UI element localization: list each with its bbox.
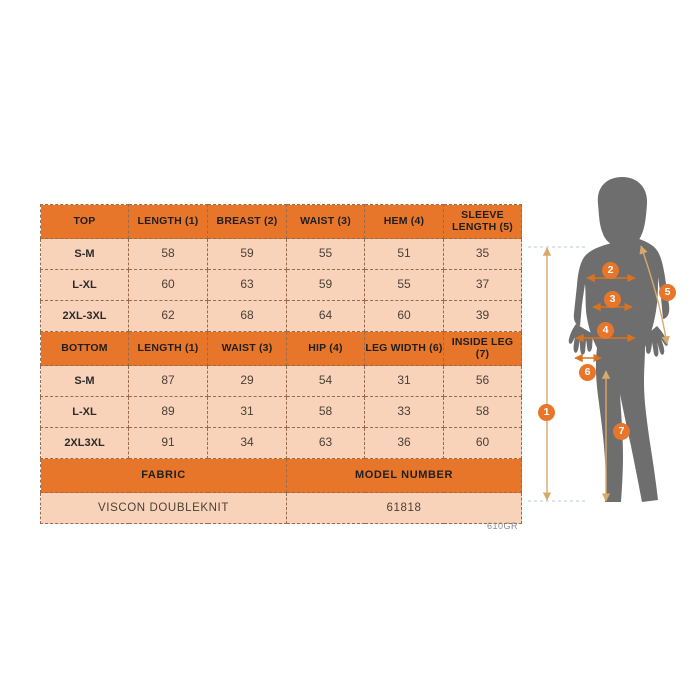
header-cell-hem: HEM (4) [364,204,444,239]
cell-model-number-value: 61818 [286,492,522,524]
header-cell-hip: HIP (4) [286,331,365,366]
size-chart-table: TOP LENGTH (1) BREAST (2) WAIST (3) HEM … [40,204,522,524]
gr-code-label: 610GR [487,521,519,531]
table-row: L-XL 60 63 59 55 37 [40,269,522,301]
cell-leg-width: 33 [364,396,444,428]
cell-waist: 59 [286,269,365,301]
cell-leg-width: 36 [364,427,444,459]
cell-breast: 59 [207,238,287,270]
table-row: L-XL 89 31 58 33 58 [40,396,522,428]
cell-hem: 51 [364,238,444,270]
cell-waist: 31 [207,396,287,428]
table-row: S-M 58 59 55 51 35 [40,238,522,270]
cell-waist: 29 [207,365,287,397]
silhouette-shape [568,177,670,502]
row-size-label: S-M [40,365,129,397]
cell-fabric-value: VISCON DOUBLEKNIT [40,492,287,524]
cell-waist: 55 [286,238,365,270]
header-cell-bottom: BOTTOM [40,331,129,366]
cell-hip: 58 [286,396,365,428]
cell-leg-width: 31 [364,365,444,397]
cell-length: 89 [128,396,208,428]
header-cell-waist: WAIST (3) [286,204,365,239]
cell-hem: 60 [364,300,444,332]
cell-inside-leg: 58 [443,396,522,428]
cell-inside-leg: 56 [443,365,522,397]
badge-6-leg-width: 6 [579,364,596,381]
header-cell-length: LENGTH (1) [128,204,208,239]
cell-breast: 68 [207,300,287,332]
row-size-label: L-XL [40,396,129,428]
table-footer-header-row: FABRIC MODEL NUMBER [40,458,522,493]
header-cell-sleeve-length: SLEEVE LENGTH (5) [443,204,522,239]
cell-hip: 54 [286,365,365,397]
cell-waist: 34 [207,427,287,459]
row-size-label: 2XL3XL [40,427,129,459]
cell-breast: 63 [207,269,287,301]
cell-sleeve-length: 39 [443,300,522,332]
measurement-figure: 1 2 3 4 5 6 7 [528,168,700,553]
badge-2-breast: 2 [602,262,619,279]
cell-sleeve-length: 37 [443,269,522,301]
header-cell-leg-width: LEG WIDTH (6) [364,331,444,366]
header-cell-inside-leg: INSIDE LEG (7) [443,331,522,366]
cell-length: 87 [128,365,208,397]
header-cell-breast: BREAST (2) [207,204,287,239]
cell-length: 91 [128,427,208,459]
cell-waist: 64 [286,300,365,332]
length-guide-lines [528,246,586,502]
badge-5-sleeve-length: 5 [659,284,676,301]
female-silhouette-diagram [528,177,670,502]
table-row: S-M 87 29 54 31 56 [40,365,522,397]
header-cell-fabric: FABRIC [40,458,287,493]
table-header-row-top: TOP LENGTH (1) BREAST (2) WAIST (3) HEM … [40,204,522,239]
header-cell-model-number: MODEL NUMBER [286,458,522,493]
table-row: 2XL-3XL 62 68 64 60 39 [40,300,522,332]
table-footer-value-row: VISCON DOUBLEKNIT 61818 [40,492,522,524]
cell-inside-leg: 60 [443,427,522,459]
cell-hem: 55 [364,269,444,301]
arrow-sleeve-length-5 [639,245,670,345]
row-size-label: 2XL-3XL [40,300,129,332]
table-row: 2XL3XL 91 34 63 36 60 [40,427,522,459]
badge-7-inside-leg: 7 [613,423,630,440]
cell-sleeve-length: 35 [443,238,522,270]
cell-length: 60 [128,269,208,301]
header-cell-waist: WAIST (3) [207,331,287,366]
cell-hip: 63 [286,427,365,459]
table-header-row-bottom: BOTTOM LENGTH (1) WAIST (3) HIP (4) LEG … [40,331,522,366]
row-size-label: L-XL [40,269,129,301]
cell-length: 58 [128,238,208,270]
badge-1-length: 1 [538,404,555,421]
badge-4-hip: 4 [597,322,614,339]
badge-3-waist: 3 [604,291,621,308]
row-size-label: S-M [40,238,129,270]
header-cell-top: TOP [40,204,129,239]
cell-length: 62 [128,300,208,332]
header-cell-length: LENGTH (1) [128,331,208,366]
